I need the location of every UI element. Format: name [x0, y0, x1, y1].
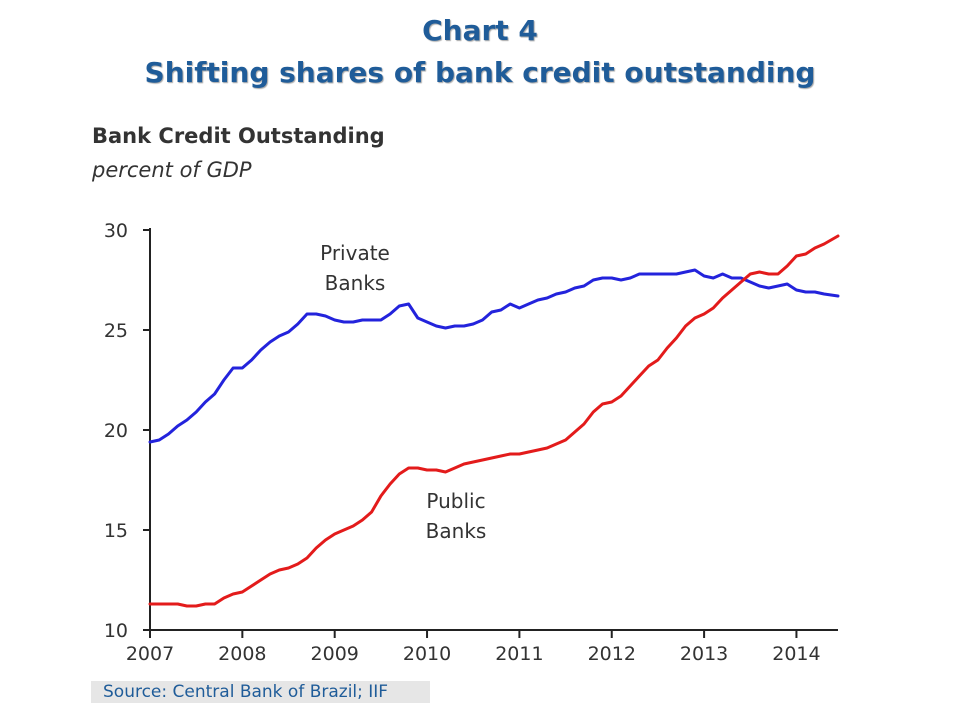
slide-title-chart-number: Chart 4	[422, 14, 538, 47]
y-tick-label: 25	[104, 320, 128, 342]
series-line-private	[148, 268, 840, 444]
y-tick-label: 15	[104, 520, 128, 542]
source-note: Source: Central Bank of Brazil; IIF	[91, 681, 430, 703]
x-tick-label: 2008	[218, 643, 266, 665]
chart-series-layer	[148, 234, 840, 608]
y-tick-label: 10	[104, 620, 128, 642]
chart-title: Bank Credit Outstanding	[92, 124, 385, 148]
annotation-public-banks: Public	[426, 489, 485, 513]
chart-axes: 10 15 20 25 30 2007 2008 2009 2010 2011 2012 2013 20…	[104, 220, 838, 665]
x-tick-label: 2014	[772, 643, 820, 665]
annotation-private-banks: Private	[320, 241, 390, 265]
y-tick-label: 20	[104, 420, 128, 442]
y-tick-label: 30	[104, 220, 128, 242]
annotation-public-banks: Banks	[426, 519, 487, 543]
x-tick-label: 2007	[126, 643, 174, 665]
series-line-public	[148, 234, 840, 608]
x-tick-label: 2010	[403, 643, 451, 665]
chart-annotations: Private Banks Public Banks	[320, 241, 486, 543]
annotation-private-banks: Banks	[325, 271, 386, 295]
x-tick-label: 2012	[588, 643, 636, 665]
chart-subtitle: percent of GDP	[92, 158, 252, 182]
x-tick-label: 2013	[680, 643, 728, 665]
x-tick-label: 2009	[311, 643, 359, 665]
slide-title: Shifting shares of bank credit outstandi…	[144, 56, 816, 89]
x-tick-label: 2011	[495, 643, 543, 665]
